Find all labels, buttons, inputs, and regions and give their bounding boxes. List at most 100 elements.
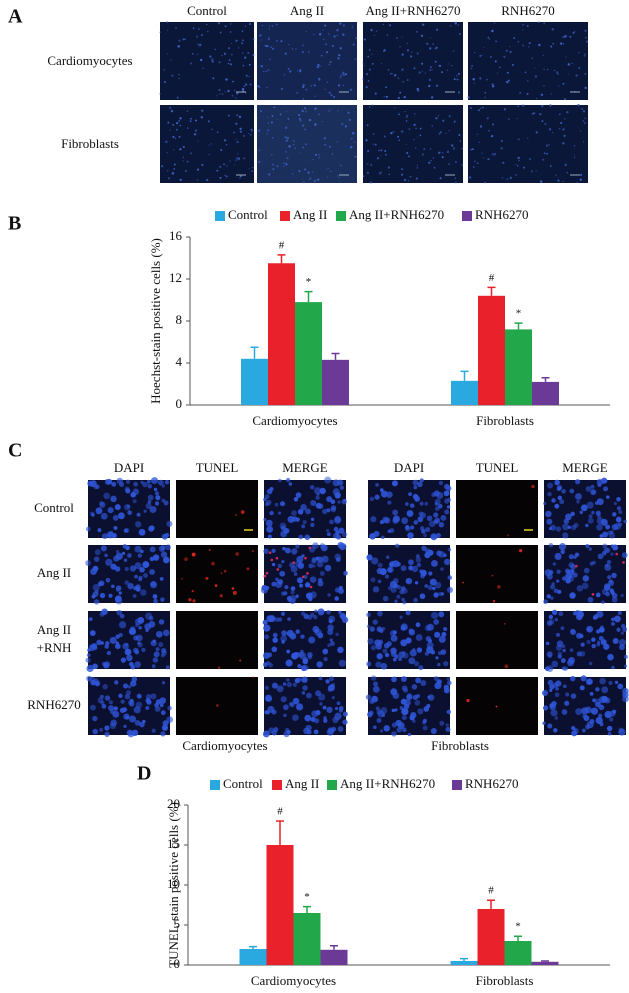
cell-dot <box>313 84 316 87</box>
cell-dot <box>103 661 111 668</box>
cell-dot <box>291 173 294 175</box>
cell-dot <box>426 623 434 631</box>
cell-dot <box>392 692 400 699</box>
cell-dot <box>562 128 565 131</box>
cell-dot <box>380 490 388 498</box>
cell-dot <box>297 663 302 669</box>
cell-dot <box>145 697 151 703</box>
cell-dot <box>184 557 188 562</box>
cell-dot <box>406 693 413 699</box>
legend-label: Ang II <box>293 207 327 222</box>
cell-dot <box>259 110 262 113</box>
cell-dot <box>414 661 420 667</box>
cell-dot <box>385 574 390 579</box>
cell-dot <box>490 134 494 138</box>
cell-dot <box>377 579 382 584</box>
significance-mark: * <box>516 308 522 320</box>
cell-dot <box>314 95 316 97</box>
cell-dot <box>507 79 510 82</box>
cell-dot <box>289 632 297 640</box>
cell-dot <box>571 62 573 65</box>
cell-dot <box>134 661 141 668</box>
cell-dot <box>160 597 165 602</box>
cell-dot <box>547 679 554 686</box>
cell-dot <box>337 57 340 60</box>
cell-dot <box>149 505 157 513</box>
legend-swatch <box>462 211 472 221</box>
cell-dot <box>409 649 417 657</box>
cell-dot <box>89 676 96 683</box>
cell-dot <box>319 571 325 576</box>
cell-dot <box>443 661 449 667</box>
cell-dot <box>428 78 432 82</box>
cell-dot <box>449 25 452 27</box>
cell-dot <box>86 653 91 658</box>
cell-dot <box>221 93 224 96</box>
cell-dot <box>265 519 273 527</box>
cell-dot <box>286 729 291 735</box>
cell-dot <box>543 68 545 70</box>
cell-dot <box>161 498 165 503</box>
cell-dot <box>599 534 604 538</box>
cell-dot <box>569 648 574 652</box>
cell-dot <box>300 504 307 511</box>
cell-dot <box>198 28 200 30</box>
cell-dot <box>421 62 424 65</box>
cell-dot <box>288 482 293 486</box>
cell-dot <box>405 577 413 585</box>
cell-dot <box>302 520 307 525</box>
cell-dot <box>454 177 457 179</box>
cell-dot <box>611 572 617 579</box>
cell-dot <box>285 477 291 483</box>
cell-dot <box>478 141 480 143</box>
cell-dot <box>387 166 391 169</box>
y-tick-label: 0 <box>174 956 181 971</box>
cell-dot <box>550 45 553 48</box>
cell-dot <box>266 86 268 89</box>
cell-dot <box>333 533 339 539</box>
cell-dot <box>426 42 429 46</box>
cell-dot <box>461 147 464 150</box>
cell-dot <box>526 92 529 95</box>
cell-dot <box>367 80 370 82</box>
cell-dot <box>272 632 278 638</box>
cell-dot <box>398 657 402 661</box>
cell-dot <box>92 591 99 597</box>
cell-dot <box>127 582 134 590</box>
cell-dot <box>420 528 426 534</box>
cell-dot <box>332 479 340 487</box>
cell-dot <box>391 480 398 487</box>
cell-dot <box>429 69 432 71</box>
cell-dot <box>583 715 590 722</box>
cell-dot <box>422 720 427 725</box>
cell-dot <box>405 610 411 616</box>
cell-dot <box>427 694 435 701</box>
cell-dot <box>341 531 348 538</box>
micrograph <box>176 611 258 669</box>
cell-dot <box>206 23 208 26</box>
cell-dot <box>101 608 108 615</box>
cell-dot <box>431 492 437 498</box>
cell-dot <box>225 144 228 146</box>
cell-dot <box>369 626 375 632</box>
cell-dot <box>517 138 520 141</box>
cell-dot <box>569 488 575 494</box>
cell-dot <box>194 119 197 122</box>
cell-dot <box>189 120 192 123</box>
cell-dot <box>444 509 450 515</box>
cell-dot <box>295 544 300 549</box>
cell-dot <box>100 694 104 699</box>
cell-dot <box>578 51 580 54</box>
cell-dot <box>580 675 587 682</box>
cell-dot <box>262 585 266 589</box>
cell-dot <box>132 499 137 504</box>
cell-dot <box>292 561 296 564</box>
cell-dot <box>163 80 166 84</box>
cell-dot <box>259 86 261 89</box>
cell-dot <box>549 688 553 693</box>
cell-dot <box>319 702 323 706</box>
cell-dot <box>479 125 483 128</box>
row-label: +RNH <box>37 640 72 655</box>
cell-dot <box>166 520 173 527</box>
cell-dot <box>487 158 490 161</box>
